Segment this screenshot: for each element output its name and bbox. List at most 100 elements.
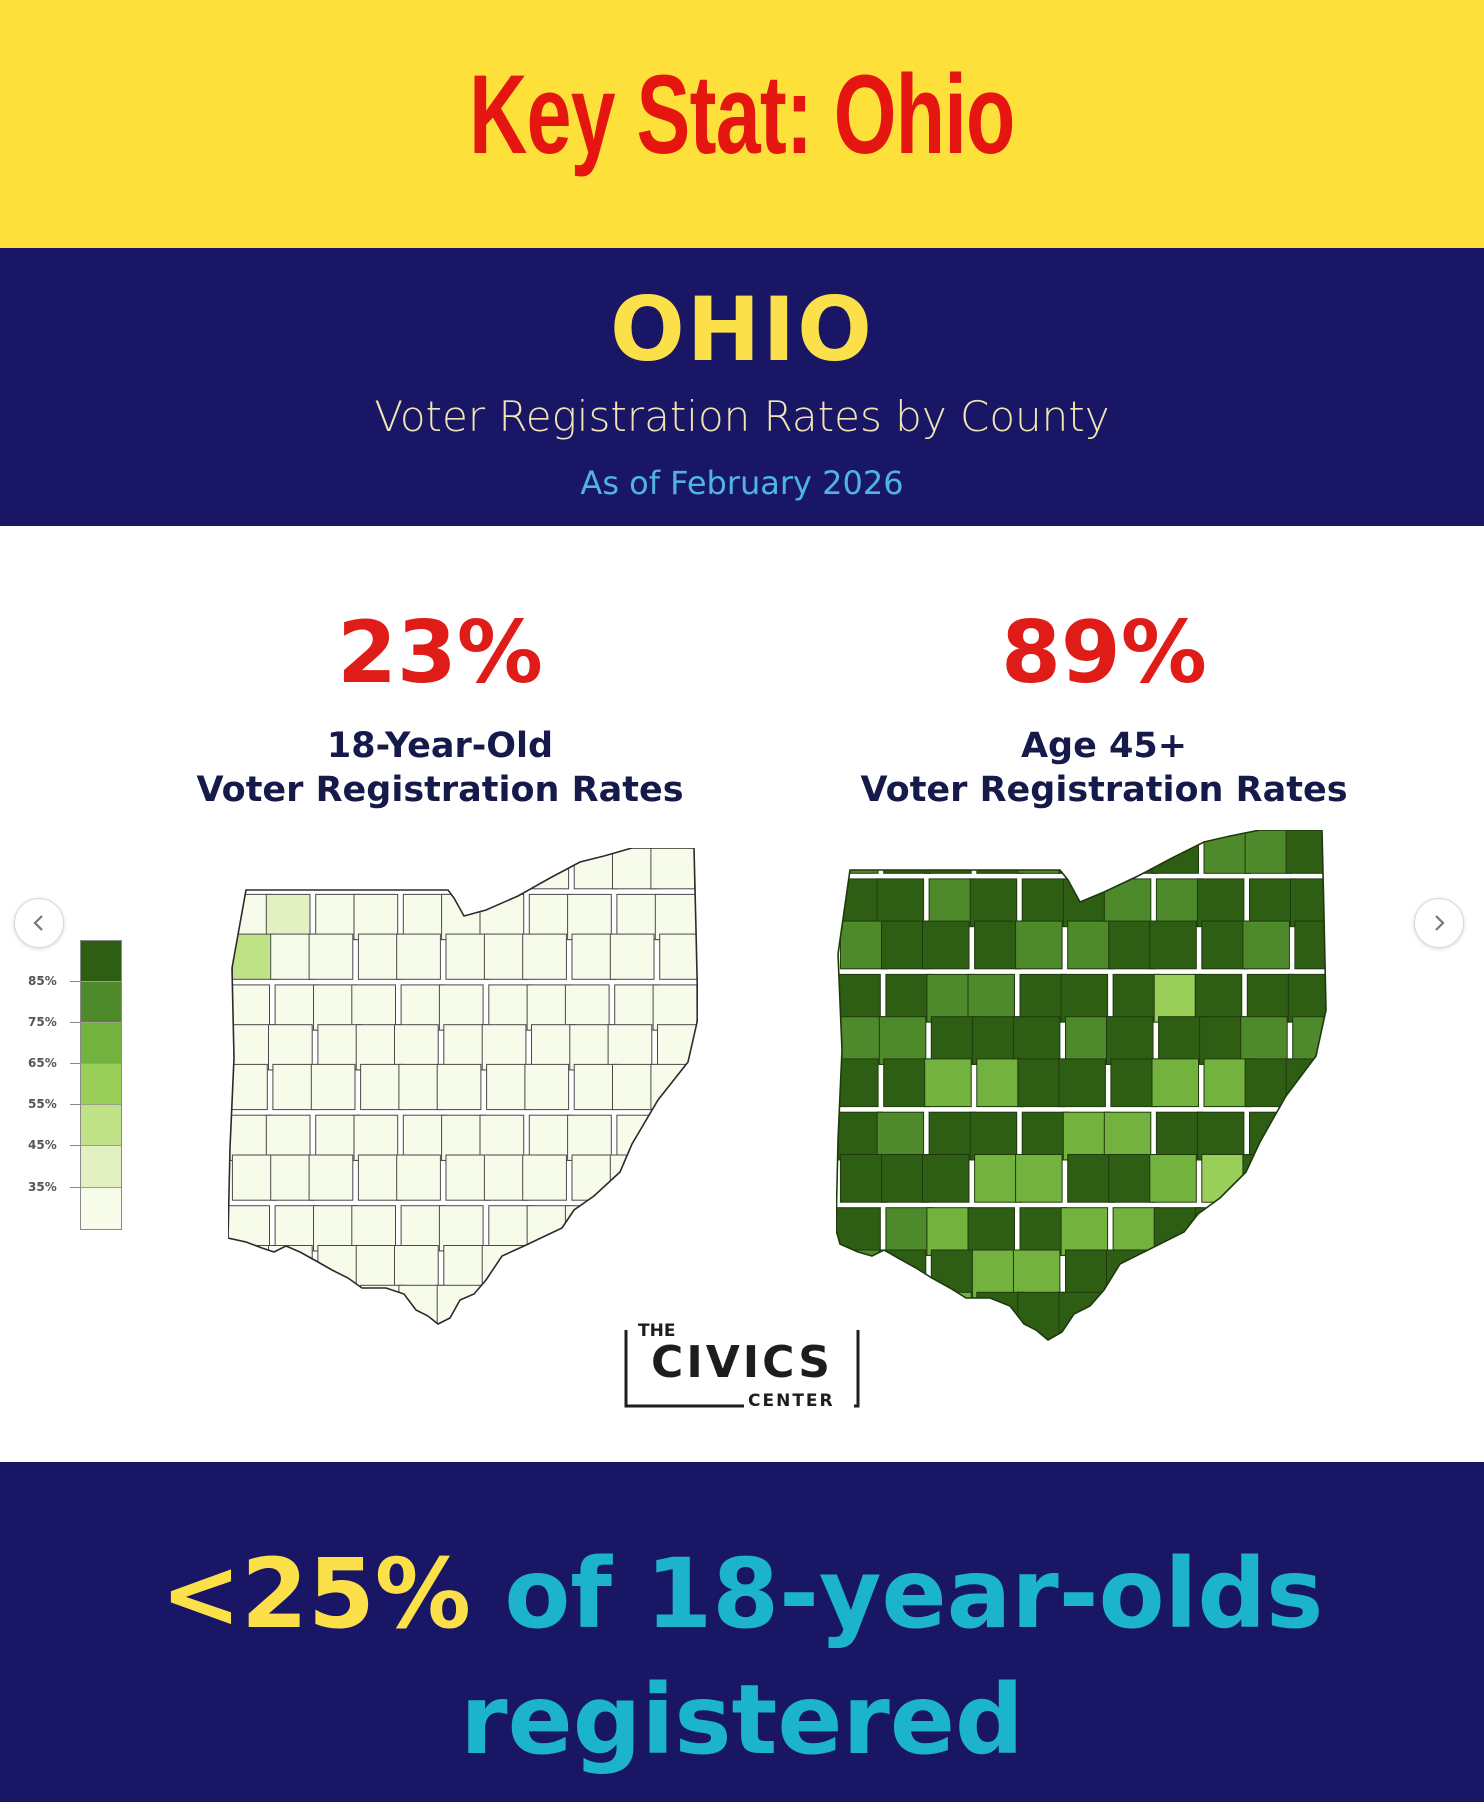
county — [531, 1245, 576, 1292]
carousel-next-button[interactable] — [1414, 898, 1464, 948]
county — [1065, 1016, 1113, 1065]
county — [351, 1205, 397, 1252]
county — [1203, 1291, 1251, 1340]
legend-swatch — [81, 1105, 121, 1147]
county — [228, 1205, 271, 1252]
county — [1240, 1249, 1288, 1299]
map-header: OHIO Voter Registration Rates by County … — [0, 248, 1484, 526]
county — [654, 893, 698, 941]
county — [1108, 920, 1156, 970]
stat-label: 18-Year-Old Voter Registration Rates — [160, 724, 720, 812]
stat-label-line2: Voter Registration Rates — [196, 770, 684, 810]
county — [231, 933, 277, 980]
county — [1060, 1207, 1109, 1256]
county — [1151, 830, 1199, 874]
county — [394, 1245, 439, 1292]
ohio-outline — [228, 848, 698, 1325]
county — [268, 1024, 313, 1071]
county — [1017, 1058, 1065, 1108]
county — [571, 1154, 617, 1201]
county — [481, 1024, 527, 1071]
county — [1199, 1016, 1247, 1065]
county — [1201, 1154, 1249, 1203]
county — [1291, 1346, 1337, 1391]
county — [878, 1016, 927, 1065]
footer-line-1: <25% of 18-year-olds — [0, 1546, 1484, 1642]
county — [573, 1284, 619, 1324]
county — [924, 1058, 972, 1108]
county — [315, 1114, 360, 1161]
county — [436, 1284, 482, 1324]
stat-value: 23% — [337, 603, 543, 703]
county — [228, 848, 268, 890]
county — [229, 1024, 275, 1071]
county — [1012, 1016, 1061, 1065]
county — [394, 1024, 439, 1071]
county — [1155, 878, 1204, 928]
county — [526, 984, 572, 1031]
county — [315, 893, 360, 941]
county — [488, 1205, 533, 1252]
county — [228, 1336, 272, 1378]
county — [924, 830, 972, 874]
county — [310, 848, 356, 890]
logo-the: THE — [638, 1321, 675, 1341]
county — [486, 1284, 531, 1324]
county — [1019, 973, 1067, 1023]
stat-label: Age 45+ Voter Registration Rates — [824, 724, 1384, 812]
county — [274, 984, 320, 1031]
county — [650, 848, 696, 890]
county — [1196, 1111, 1245, 1161]
county — [881, 1154, 929, 1203]
county — [486, 848, 531, 890]
county — [1104, 1346, 1151, 1391]
county — [885, 973, 933, 1023]
county — [524, 1063, 570, 1111]
county — [614, 984, 659, 1031]
county — [272, 1284, 318, 1324]
county — [1058, 830, 1106, 874]
county — [836, 830, 879, 874]
county — [479, 893, 525, 941]
county — [1292, 1249, 1326, 1299]
county — [1151, 1058, 1199, 1108]
county — [438, 1205, 484, 1252]
county — [442, 1336, 486, 1378]
county — [1110, 1291, 1158, 1340]
county — [971, 1249, 1020, 1299]
county — [967, 973, 1015, 1023]
county — [228, 984, 271, 1031]
legend-color-ramp — [80, 940, 122, 1230]
stat-label-line1: Age 45+ — [1020, 726, 1188, 766]
county — [313, 984, 358, 1031]
county — [398, 1063, 444, 1111]
county — [1250, 1346, 1297, 1391]
county — [1285, 830, 1326, 874]
county — [609, 1154, 655, 1201]
county — [839, 920, 888, 970]
county — [567, 893, 612, 941]
county — [480, 1336, 524, 1378]
county — [1246, 973, 1295, 1023]
county — [1019, 1207, 1067, 1256]
carousel-prev-button[interactable] — [14, 898, 64, 948]
county — [486, 1063, 531, 1111]
county — [310, 1284, 356, 1324]
county — [976, 1291, 1024, 1340]
legend-tick: 55% — [28, 1097, 80, 1111]
county — [528, 893, 574, 941]
county — [274, 1205, 320, 1252]
county — [355, 1024, 401, 1071]
county — [528, 1114, 574, 1161]
state-name: OHIO — [609, 278, 874, 381]
county — [926, 973, 974, 1023]
county — [876, 878, 925, 928]
county — [402, 893, 448, 941]
legend-swatch — [81, 941, 121, 983]
legend-swatch — [81, 982, 121, 1024]
county — [567, 1114, 612, 1161]
county — [1203, 1058, 1251, 1108]
county — [231, 1154, 277, 1201]
stat-label-line1: 18-Year-Old — [326, 726, 554, 766]
county — [1246, 1207, 1295, 1256]
